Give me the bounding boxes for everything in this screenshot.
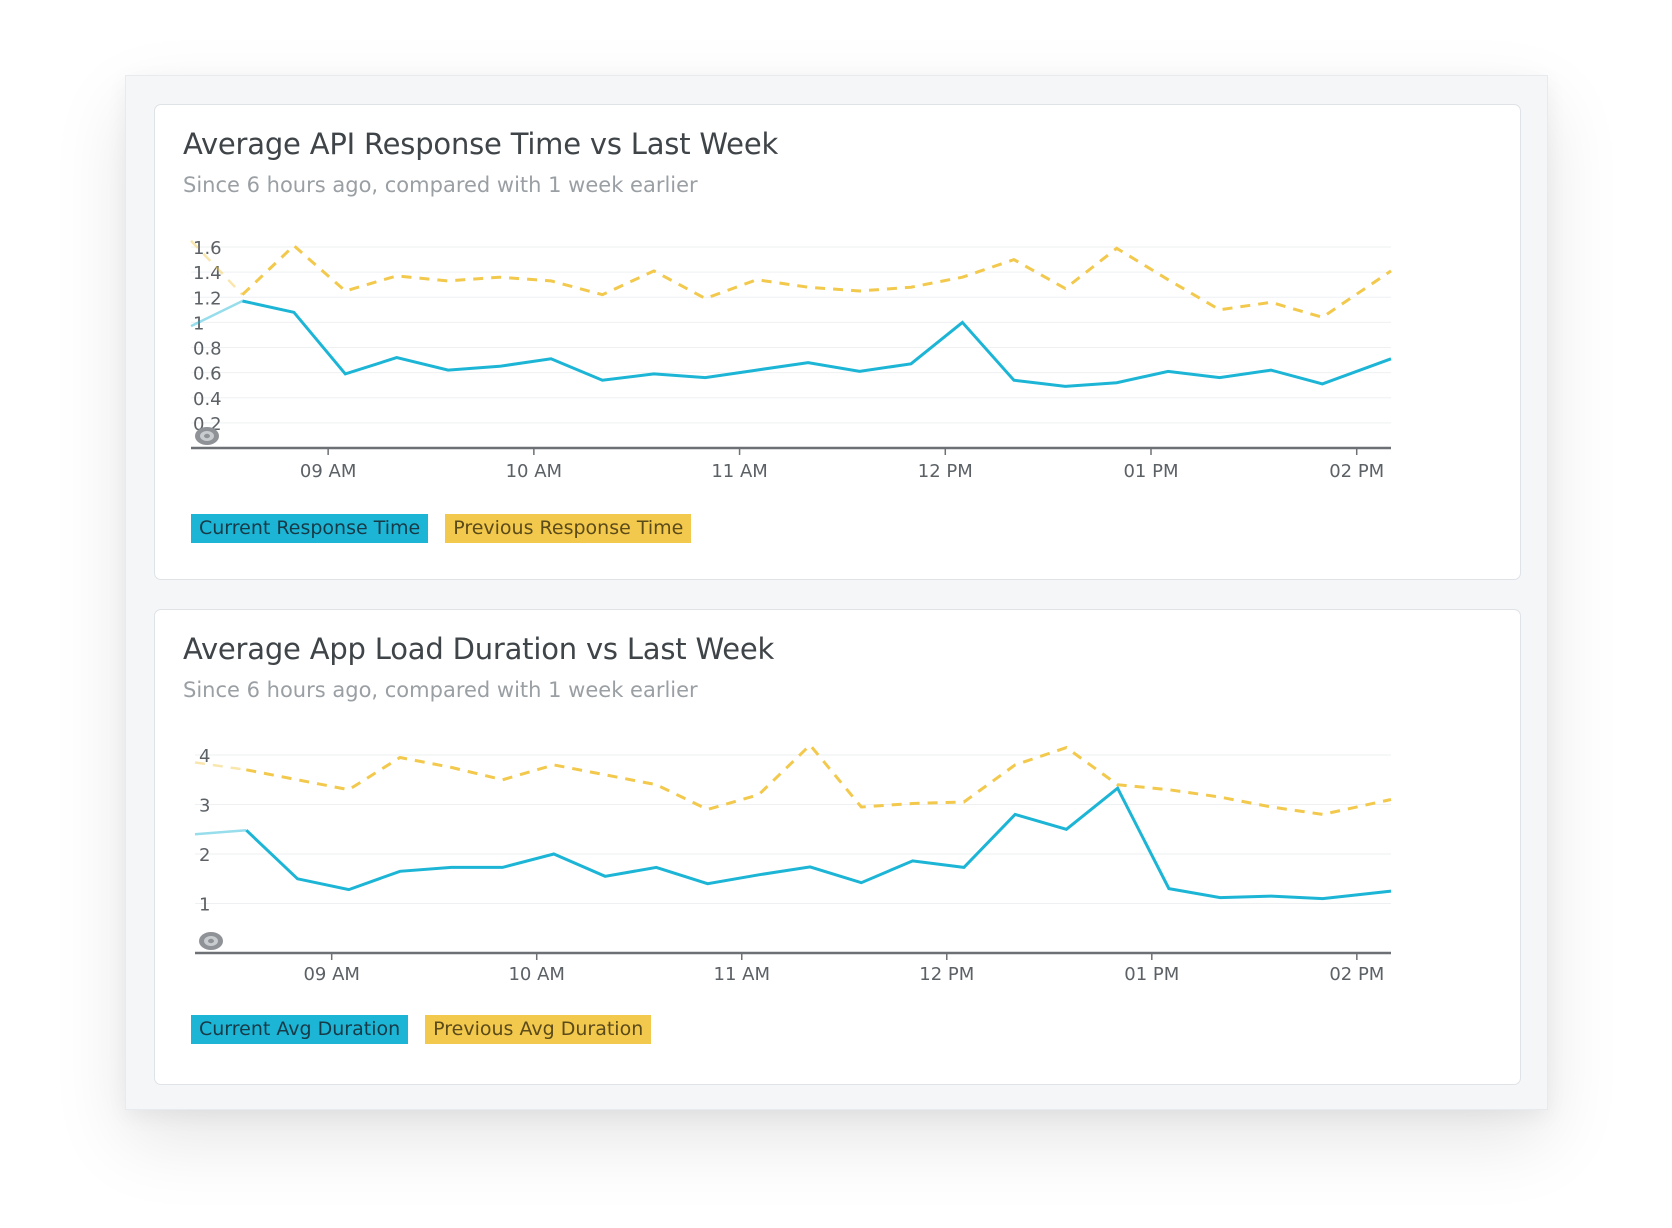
series-line-faded-segment: [190, 299, 243, 328]
dashboard-panel: Average API Response Time vs Last Week S…: [125, 75, 1548, 1110]
series-line-faded-segment: [194, 828, 247, 836]
chart-card-app-load: Average App Load Duration vs Last Week S…: [154, 609, 1521, 1085]
reset-zoom-icon[interactable]: [195, 427, 219, 445]
x-tick-label: 02 PM: [1329, 964, 1384, 985]
x-tick-label: 12 PM: [918, 461, 973, 482]
y-tick-label: 3: [199, 796, 210, 817]
chart-card-api-response: Average API Response Time vs Last Week S…: [154, 104, 1521, 580]
x-tick-label: 11 AM: [714, 964, 770, 985]
series-line-previous[interactable]: [246, 742, 1392, 816]
reset-zoom-icon[interactable]: [199, 932, 223, 950]
chart-subtitle: Since 6 hours ago, compared with 1 week …: [183, 678, 698, 702]
chart-legend: Current Response Time Previous Response …: [191, 514, 692, 543]
chart-legend: Current Avg Duration Previous Avg Durati…: [191, 1015, 652, 1044]
x-tick-label: 02 PM: [1329, 461, 1384, 482]
series-line-faded-segment: [190, 239, 244, 296]
x-tick-label: 10 AM: [508, 964, 564, 985]
x-tick-label: 09 AM: [300, 461, 356, 482]
x-tick-label: 01 PM: [1123, 461, 1178, 482]
y-tick-label: 1.4: [193, 263, 222, 284]
y-tick-label: 1.2: [193, 288, 222, 309]
y-tick-label: 1.6: [193, 238, 222, 259]
y-tick-label: 1: [193, 313, 204, 334]
line-chart-api-response[interactable]: 0.20.40.60.811.21.41.609 AM 10 AM 11 AM 12 …: [155, 105, 1522, 525]
chart-subtitle: Since 6 hours ago, compared with 1 week …: [183, 173, 698, 197]
series-line-faded-segment: [194, 761, 247, 772]
legend-item-previous[interactable]: Previous Response Time: [445, 514, 692, 543]
legend-item-previous[interactable]: Previous Avg Duration: [425, 1015, 652, 1044]
line-chart-app-load[interactable]: 1 2 3 4 09 AM 10 AM 11 AM 12 PM 01 PM 02 PM: [155, 610, 1522, 1030]
chart-title: Average App Load Duration vs Last Week: [183, 632, 775, 666]
x-tick-label: 12 PM: [919, 964, 974, 985]
y-tick-label: 0.4: [193, 389, 222, 410]
y-tick-label: 0.6: [193, 364, 222, 385]
y-tick-label: 1: [199, 895, 210, 916]
x-tick-label: 09 AM: [303, 964, 359, 985]
series-line-current[interactable]: [245, 785, 1392, 901]
legend-item-current[interactable]: Current Avg Duration: [191, 1015, 409, 1044]
y-tick-label: 4: [199, 746, 210, 767]
x-tick-label: 10 AM: [506, 461, 562, 482]
series-line-current[interactable]: [242, 299, 1392, 388]
y-tick-label: 2: [199, 845, 210, 866]
y-tick-label: 0.8: [193, 339, 222, 360]
legend-item-current[interactable]: Current Response Time: [191, 514, 429, 543]
x-tick-label: 11 AM: [711, 461, 767, 482]
chart-title: Average API Response Time vs Last Week: [183, 127, 779, 161]
x-tick-label: 01 PM: [1124, 964, 1179, 985]
